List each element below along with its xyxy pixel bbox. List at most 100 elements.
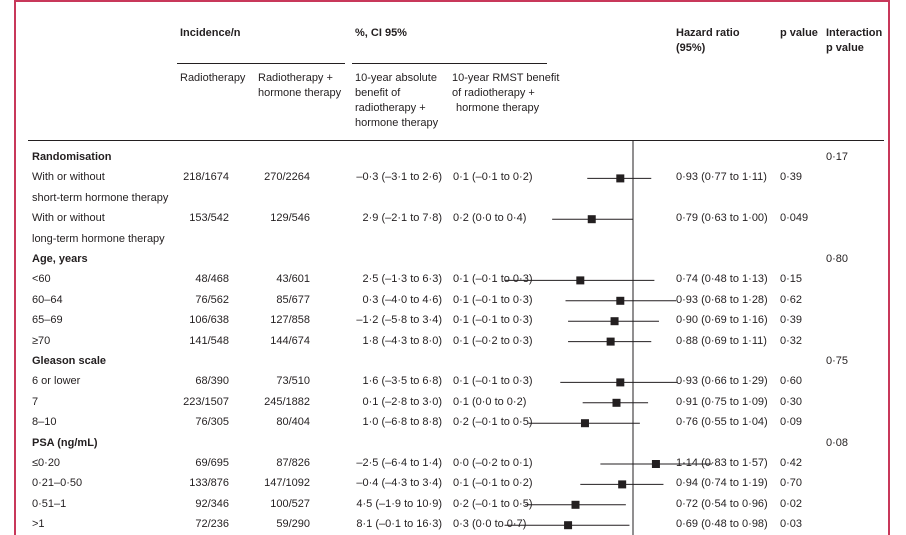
row-label: 0·51–1: [32, 497, 67, 510]
row-label: 7: [32, 395, 39, 408]
hazard-ratio-text: 0·93 (0·77 to 1·11): [676, 171, 767, 184]
incidence-radiotherapy: 48/468: [195, 273, 229, 286]
incidence-radiotherapy: 69/695: [195, 457, 229, 469]
p-value: 0·03: [780, 518, 803, 531]
incidence-rt-hormone: 127/858: [270, 314, 310, 327]
hazard-ratio-text: 0·74 (0·48 to 1·13): [676, 273, 768, 286]
p-value: 0·70: [780, 477, 803, 490]
row-label: >1: [32, 518, 45, 531]
rmst-benefit: 0·3 (0·0 to 0·7): [453, 518, 527, 531]
row-label: 8–10: [32, 416, 57, 429]
row-label: <60: [32, 273, 51, 286]
incidence-radiotherapy: 133/876: [189, 477, 229, 490]
row-label-continued: long-term hormone therapy: [32, 232, 165, 245]
absolute-benefit: 4·5 (–1·9 to 10·9): [356, 497, 442, 510]
incidence-radiotherapy: 153/542: [189, 212, 229, 225]
p-value: 0·30: [780, 395, 803, 408]
incidence-rt-hormone: 73/510: [276, 375, 310, 388]
hazard-ratio-text: 0·88 (0·69 to 1·11): [676, 334, 767, 347]
subheader-abs-1: 10-year absolute: [355, 72, 437, 84]
subheader-rt-hormone-2: hormone therapy: [258, 87, 342, 99]
header-p-value: p value: [780, 27, 818, 39]
rmst-benefit: 0·1 (0·0 to 0·2): [453, 395, 527, 408]
incidence-radiotherapy: 76/305: [195, 416, 229, 429]
rmst-benefit: 0·1 (–0·1 to 0·2): [453, 171, 533, 184]
subheader-abs-2: benefit of: [355, 87, 401, 99]
rmst-benefit: 0·1 (–0·2 to 0·3): [453, 334, 533, 347]
header-rule: [28, 140, 884, 141]
rmst-benefit: 0·2 (0·0 to 0·4): [453, 212, 527, 225]
row-label: 65–69: [32, 314, 63, 327]
p-value: 0·39: [780, 171, 803, 184]
subheader-rt-hormone-1: Radiotherapy +: [258, 72, 333, 84]
row-label: With or without: [32, 212, 105, 225]
hazard-ratio-text: 1·14 (0·83 to 1·57): [676, 457, 768, 469]
row-label: With or without: [32, 171, 105, 184]
absolute-benefit: 1·0 (–6·8 to 8·8): [362, 416, 442, 429]
incidence-underline: [177, 63, 345, 64]
incidence-rt-hormone: 87/826: [276, 457, 310, 469]
rmst-benefit: 0·2 (–0·1 to 0·5): [453, 416, 533, 429]
incidence-radiotherapy: 141/548: [189, 334, 229, 347]
header-pct-ci: %, CI 95%: [355, 27, 407, 39]
incidence-rt-hormone: 85/677: [276, 293, 310, 306]
incidence-radiotherapy: 223/1507: [183, 395, 229, 408]
header-incidence: Incidence/n: [180, 27, 241, 39]
hazard-ratio-text: 0·90 (0·69 to 1·16): [676, 314, 768, 327]
absolute-benefit: –0·3 (–3·1 to 2·6): [356, 171, 442, 184]
rmst-benefit: 0·1 (–0·1 to 0·3): [453, 293, 533, 306]
p-value: 0·39: [780, 314, 803, 327]
subheader-rmst-3: hormone therapy: [456, 102, 540, 114]
hazard-ratio-text: 0·91 (0·75 to 1·09): [676, 395, 768, 408]
subheader-abs-3: radiotherapy +: [355, 102, 426, 114]
absolute-benefit: 2·9 (–2·1 to 7·8): [362, 212, 442, 225]
interaction-p-value: 0·80: [826, 253, 849, 265]
subheader-rmst-1: 10-year RMST benefit: [452, 72, 560, 84]
hazard-ratio-text: 0·93 (0·66 to 1·29): [676, 375, 768, 388]
hazard-ratio-text: 0·69 (0·48 to 0·98): [676, 518, 768, 531]
subheader-rmst-2: of radiotherapy +: [452, 87, 535, 99]
row-label: ≥70: [32, 334, 51, 347]
section-label: Randomisation: [32, 151, 112, 163]
absolute-benefit: 0·3 (–4·0 to 4·6): [362, 293, 442, 306]
absolute-benefit: –1·2 (–5·8 to 3·4): [356, 314, 442, 327]
incidence-radiotherapy: 92/346: [195, 497, 229, 510]
header-hazard-ratio: Hazard ratio: [676, 27, 740, 39]
absolute-benefit: –0·4 (–4·3 to 3·4): [356, 477, 442, 490]
absolute-benefit: 0·1 (–2·8 to 3·0): [362, 395, 442, 408]
p-value: 0·62: [780, 293, 803, 306]
row-label: 60–64: [32, 293, 63, 306]
incidence-rt-hormone: 59/290: [276, 518, 310, 531]
absolute-benefit: 1·6 (–3·5 to 6·8): [362, 375, 442, 388]
incidence-rt-hormone: 147/1092: [264, 477, 310, 490]
table-frame: [14, 0, 890, 535]
row-label: 6 or lower: [32, 375, 81, 388]
incidence-rt-hormone: 245/1882: [264, 395, 310, 408]
interaction-p-value: 0·17: [826, 151, 849, 163]
header-hazard-ratio-ci: (95%): [676, 42, 706, 54]
incidence-radiotherapy: 76/562: [195, 293, 229, 306]
p-value: 0·42: [780, 457, 803, 469]
row-label: 0·21–0·50: [32, 477, 83, 490]
incidence-radiotherapy: 68/390: [195, 375, 229, 388]
incidence-rt-hormone: 129/546: [270, 212, 310, 225]
interaction-p-value: 0·75: [826, 355, 849, 367]
p-value: 0·09: [780, 416, 803, 429]
hazard-ratio-text: 0·93 (0·68 to 1·28): [676, 293, 768, 306]
p-value: 0·60: [780, 375, 803, 388]
rmst-benefit: 0·1 (–0·1 to 0·3): [453, 314, 533, 327]
p-value: 0·049: [780, 212, 809, 225]
rmst-benefit: 0·1 (–0·1 to 0·2): [453, 477, 533, 490]
absolute-benefit: 1·8 (–4·3 to 8·0): [362, 334, 442, 347]
section-label: Age, years: [32, 253, 88, 265]
rmst-benefit: 0·1 (–0·1 to 0·3): [453, 375, 533, 388]
hazard-ratio-text: 0·79 (0·63 to 1·00): [676, 212, 768, 225]
incidence-radiotherapy: 218/1674: [183, 171, 229, 184]
incidence-rt-hormone: 144/674: [270, 334, 310, 347]
rmst-benefit: 0·1 (–0·1 to 0·3): [453, 273, 533, 286]
p-value: 0·15: [780, 273, 803, 286]
absolute-benefit: 2·5 (–1·3 to 6·3): [362, 273, 442, 286]
rmst-benefit: 0·0 (–0·2 to 0·1): [453, 457, 533, 469]
hazard-ratio-text: 0·72 (0·54 to 0·96): [676, 497, 768, 510]
subheader-abs-4: hormone therapy: [355, 117, 439, 129]
